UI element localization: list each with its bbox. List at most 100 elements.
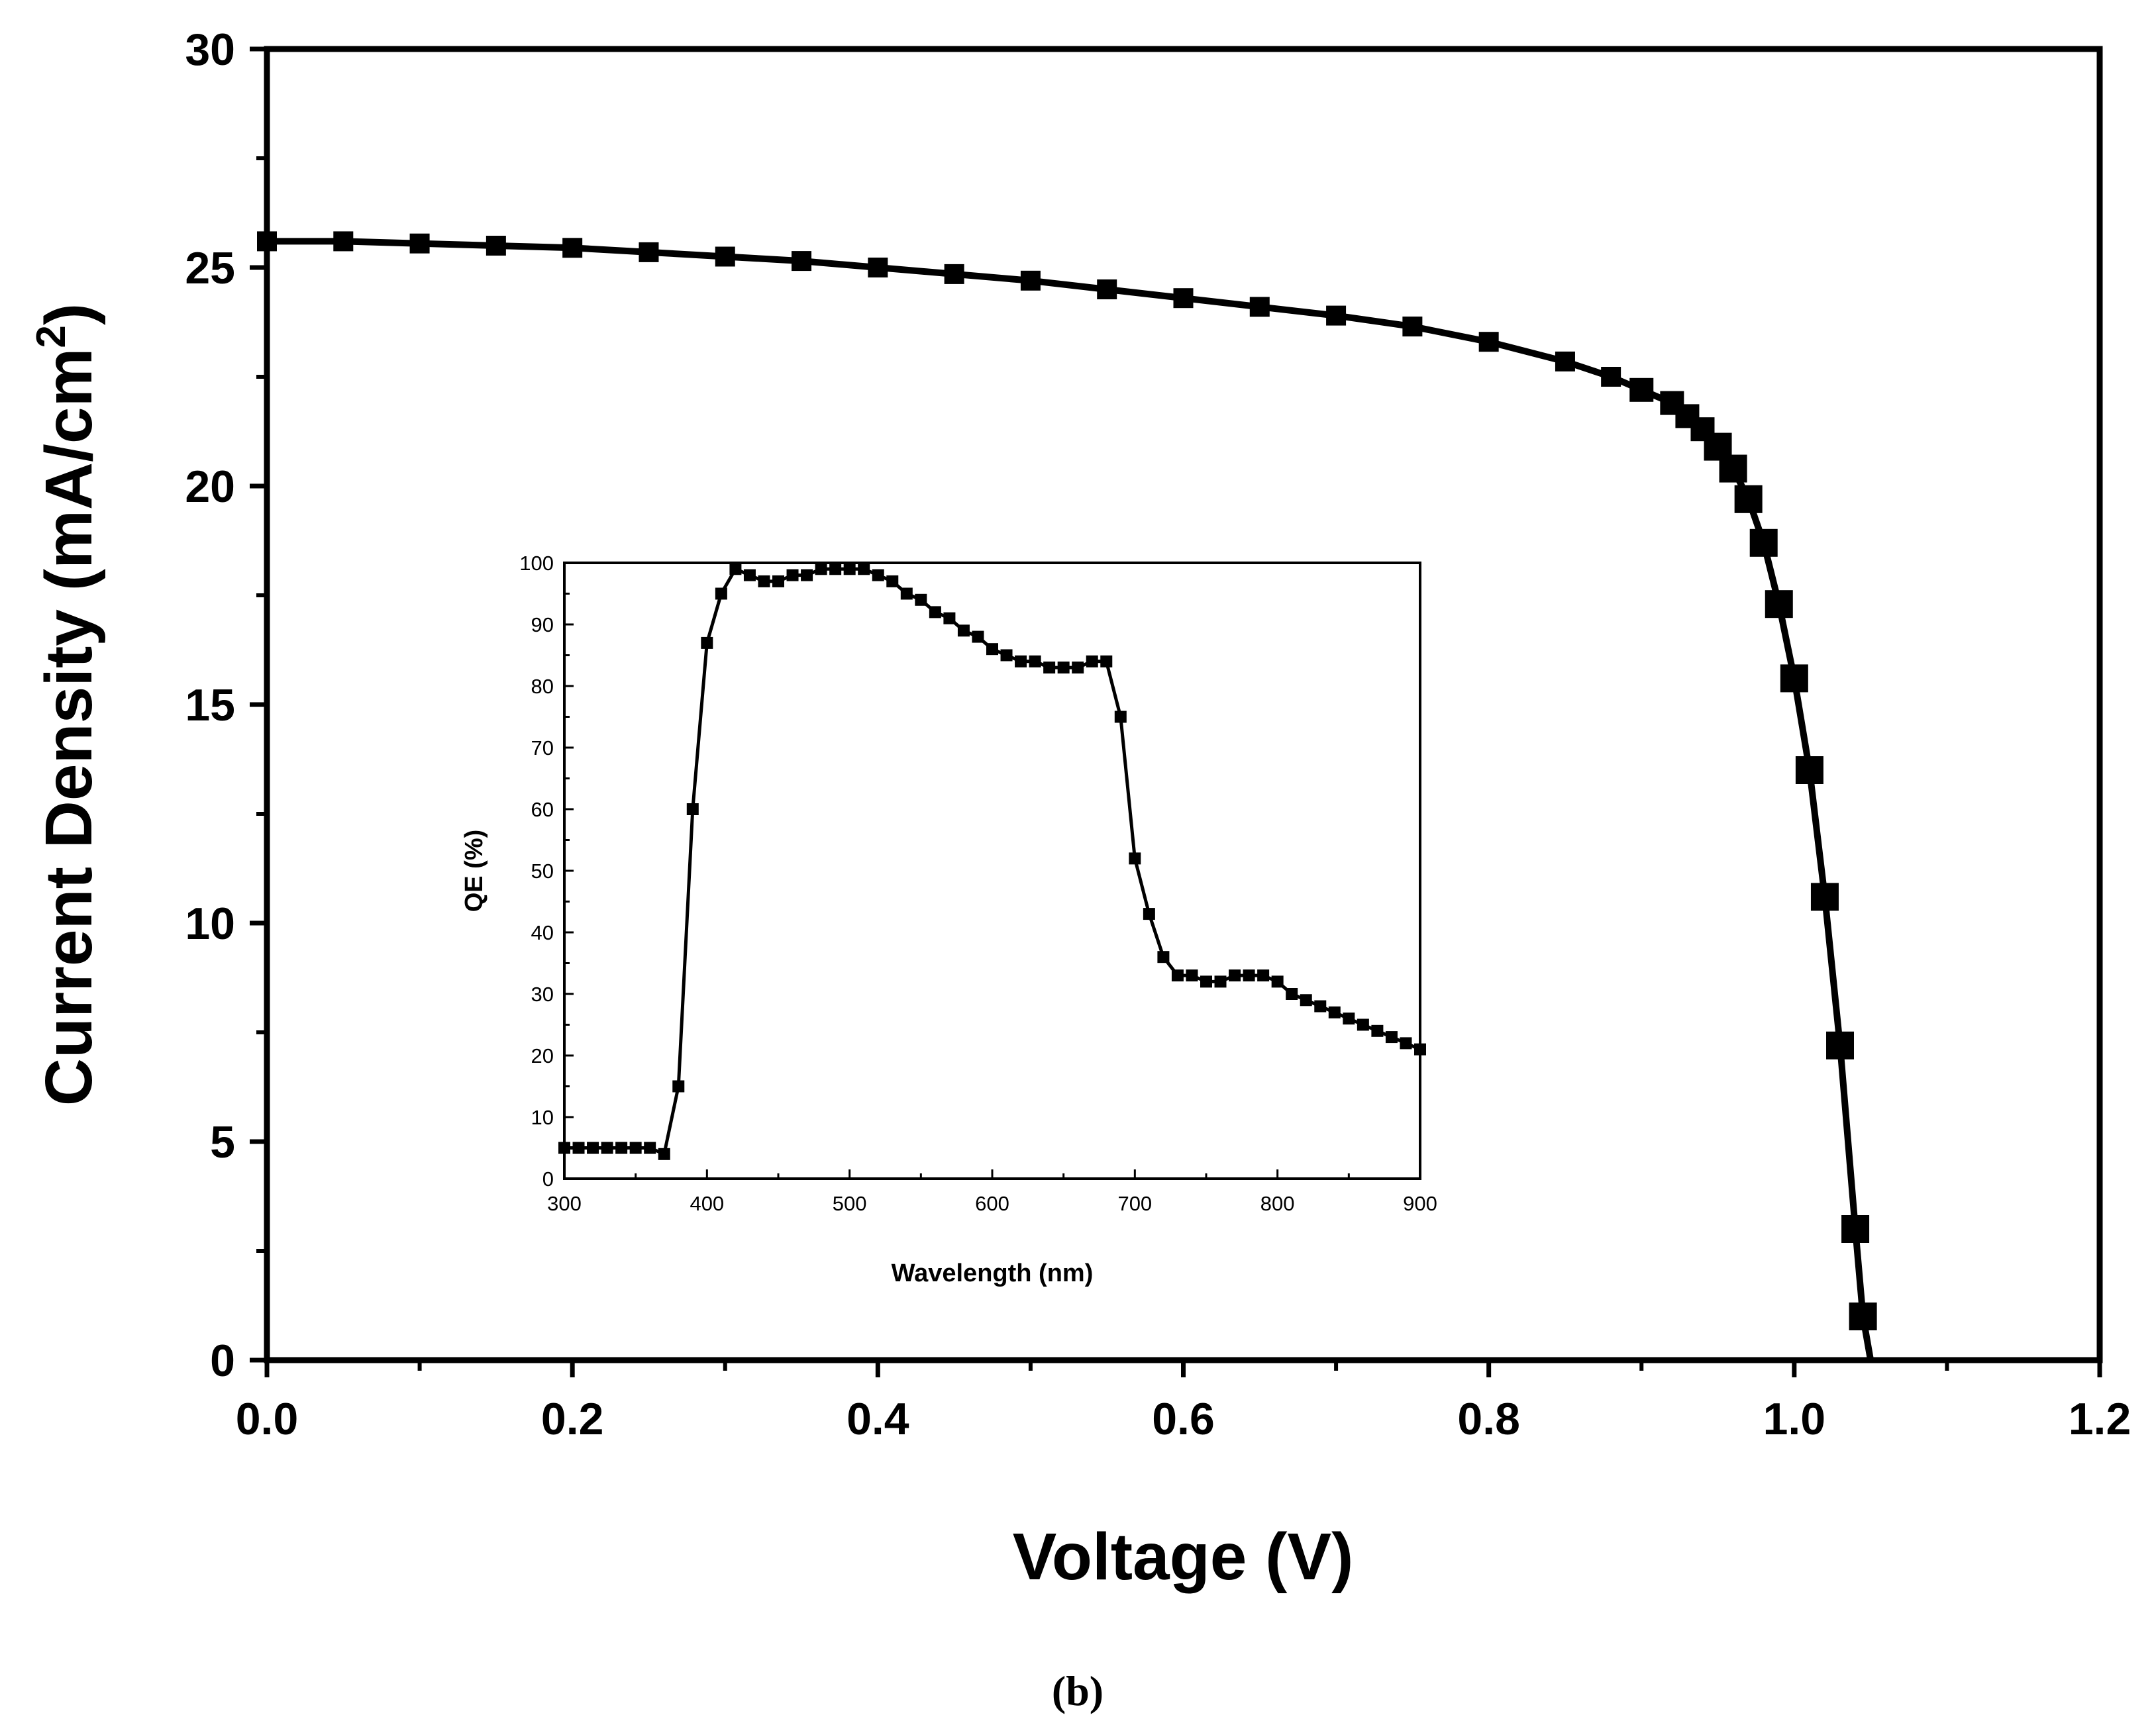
main-series-marker xyxy=(792,251,812,271)
inset-series-marker xyxy=(900,587,913,600)
inset-series-marker xyxy=(1343,1012,1355,1025)
inset-series-marker xyxy=(801,569,813,581)
inset-series-marker xyxy=(915,593,927,606)
main-series-marker xyxy=(1326,305,1347,326)
main-series-marker xyxy=(333,231,354,252)
inset-x-tick-label: 800 xyxy=(1260,1192,1295,1215)
inset-series-marker xyxy=(1257,969,1270,982)
inset-series-marker xyxy=(1314,1000,1327,1012)
main-y-tick-labels: 0 5 10 15 20 25 30 xyxy=(185,25,235,1386)
main-series-marker xyxy=(1841,1215,1870,1243)
inset-series-marker xyxy=(1029,655,1041,667)
inset-series-marker xyxy=(843,563,856,575)
main-x-tick-label: 1.0 xyxy=(1763,1394,1826,1444)
inset-series-marker xyxy=(644,1142,656,1154)
inset-x-tick-label: 300 xyxy=(547,1192,582,1215)
inset-x-axis-title: Wavelength (nm) xyxy=(892,1259,1094,1287)
inset-series-marker xyxy=(929,606,941,618)
inset-plot: 300 400 500 600 700 800 900 0 10 20 30 40 50 60 70 80 9… xyxy=(460,552,1437,1287)
inset-series-marker xyxy=(815,563,827,575)
main-series-marker xyxy=(639,242,659,262)
inset-y-tick-label: 30 xyxy=(531,983,554,1006)
inset-series-marker xyxy=(943,612,956,624)
main-data-series xyxy=(257,231,1877,1361)
inset-series-marker xyxy=(1371,1024,1384,1037)
main-series-marker xyxy=(1173,288,1194,309)
main-series-marker xyxy=(1849,1303,1877,1330)
inset-series-marker xyxy=(743,569,756,581)
main-series-marker xyxy=(1402,317,1423,337)
inset-series-marker xyxy=(672,1080,685,1093)
main-series-marker xyxy=(1826,1031,1855,1059)
inset-y-tick-label: 60 xyxy=(531,798,554,821)
inset-y-tick-label: 90 xyxy=(531,613,554,636)
inset-x-tick-label: 600 xyxy=(975,1192,1009,1215)
inset-series-marker xyxy=(1300,994,1312,1007)
main-x-axis-title: Voltage (V) xyxy=(1013,1520,1354,1594)
main-y-axis-title-close: ) xyxy=(32,303,106,325)
inset-series-marker xyxy=(1000,649,1013,662)
main-series-marker xyxy=(1734,485,1763,513)
inset-data-series xyxy=(558,563,1426,1160)
inset-series-marker xyxy=(1114,711,1127,723)
main-x-tick-label: 1.2 xyxy=(2069,1394,2131,1444)
main-x-tick-label: 0.2 xyxy=(541,1394,604,1444)
main-x-tick-label: 0.4 xyxy=(847,1394,909,1444)
inset-series-marker xyxy=(858,563,870,575)
figure-caption: (b) xyxy=(1052,1667,1104,1714)
main-series-marker xyxy=(944,264,964,284)
inset-series-marker xyxy=(686,803,699,815)
main-ticks xyxy=(250,46,2102,1377)
inset-y-tick-label: 100 xyxy=(519,552,554,575)
main-series-marker xyxy=(409,233,430,254)
main-y-tick-label: 0 xyxy=(210,1336,235,1386)
inset-series-marker xyxy=(1243,969,1255,982)
main-y-axis-title-text: Current Density (mA/cm xyxy=(32,348,106,1107)
inset-plot-frame xyxy=(563,562,1421,1180)
inset-series-marker xyxy=(1400,1037,1412,1050)
inset-series-marker xyxy=(1286,988,1298,1000)
inset-series-marker xyxy=(1186,969,1198,982)
main-x-tick-labels: 0.0 0.2 0.4 0.6 0.8 1.0 1.2 xyxy=(236,1394,2131,1444)
inset-series-marker xyxy=(1086,655,1098,667)
main-series-marker xyxy=(1097,279,1117,299)
main-series-marker xyxy=(1795,756,1823,784)
inset-series-marker xyxy=(587,1142,599,1154)
main-series-marker xyxy=(1719,454,1747,483)
inset-series-marker xyxy=(1229,969,1241,982)
inset-series-marker xyxy=(972,630,984,643)
inset-series-marker xyxy=(1057,662,1070,674)
main-series-marker xyxy=(1629,377,1654,402)
inset-series-marker xyxy=(1385,1031,1398,1044)
inset-series-marker xyxy=(701,636,713,649)
inset-y-axis-title: QE (%) xyxy=(460,830,488,912)
inset-x-tick-label: 700 xyxy=(1117,1192,1152,1215)
inset-series-marker xyxy=(729,563,742,575)
inset-y-tick-label: 40 xyxy=(531,921,554,944)
main-series-marker xyxy=(1601,367,1621,387)
inset-y-tick-label: 80 xyxy=(531,675,554,698)
inset-series-marker xyxy=(829,563,842,575)
inset-series-marker xyxy=(1214,975,1227,988)
inset-x-tick-label: 500 xyxy=(833,1192,867,1215)
inset-ticks xyxy=(563,562,1421,1180)
main-series-marker xyxy=(1478,332,1499,352)
inset-series-marker xyxy=(715,587,727,600)
inset-series-marker xyxy=(886,575,899,587)
main-y-tick-label: 30 xyxy=(185,25,235,75)
main-y-axis-title: Current Density (mA/cm2) xyxy=(28,303,106,1106)
inset-y-tick-label: 20 xyxy=(531,1044,554,1067)
inset-series-marker xyxy=(1414,1043,1426,1056)
inset-x-tick-labels: 300 400 500 600 700 800 900 xyxy=(547,1192,1437,1215)
inset-series-marker xyxy=(615,1142,628,1154)
inset-series-marker xyxy=(772,575,784,587)
main-y-tick-label: 5 xyxy=(210,1117,235,1167)
inset-y-tick-label: 50 xyxy=(531,860,554,883)
inset-series-marker xyxy=(1043,662,1056,674)
inset-series-marker xyxy=(786,569,799,581)
main-series-marker xyxy=(1555,351,1575,371)
main-x-tick-label: 0.0 xyxy=(236,1394,299,1444)
inset-y-tick-label: 10 xyxy=(531,1106,554,1129)
